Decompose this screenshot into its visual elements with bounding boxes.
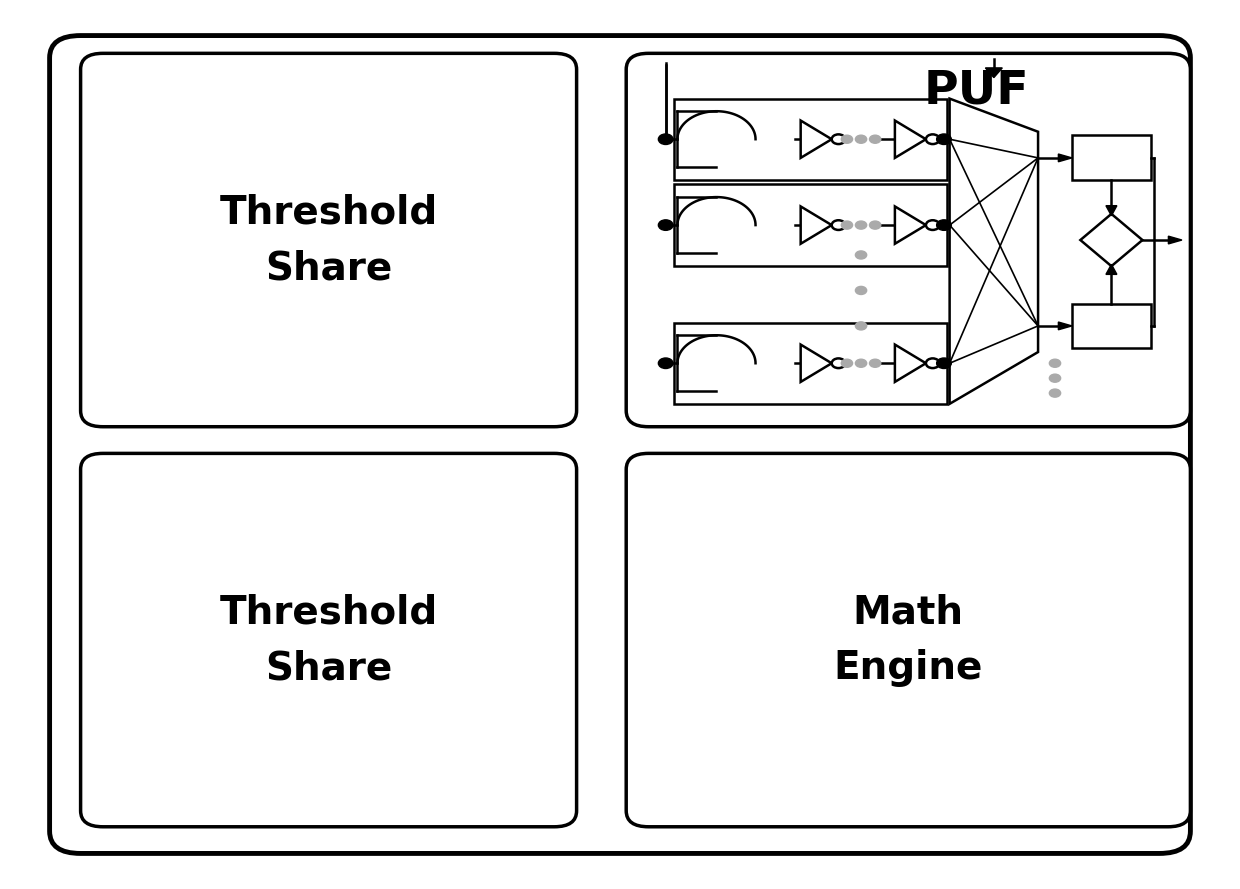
Circle shape	[658, 220, 673, 230]
Text: PUF: PUF	[924, 68, 1029, 113]
Polygon shape	[986, 68, 1002, 77]
Polygon shape	[1106, 264, 1117, 275]
Circle shape	[856, 359, 867, 367]
Text: Threshold
Share: Threshold Share	[219, 593, 438, 687]
Circle shape	[856, 286, 867, 294]
Bar	[675, 185, 947, 266]
Circle shape	[832, 358, 846, 368]
Polygon shape	[1106, 205, 1117, 216]
Polygon shape	[801, 345, 832, 382]
Bar	[1071, 303, 1151, 348]
Polygon shape	[801, 121, 832, 158]
Circle shape	[841, 221, 853, 229]
Circle shape	[1049, 374, 1060, 382]
Bar	[675, 323, 947, 404]
Circle shape	[1049, 389, 1060, 397]
Bar	[1071, 135, 1151, 180]
Circle shape	[856, 221, 867, 229]
Circle shape	[658, 134, 673, 145]
Circle shape	[856, 251, 867, 259]
Circle shape	[856, 322, 867, 330]
Circle shape	[936, 220, 951, 230]
Circle shape	[832, 220, 846, 230]
Circle shape	[869, 135, 880, 143]
Circle shape	[841, 359, 853, 367]
FancyBboxPatch shape	[81, 53, 577, 427]
Polygon shape	[801, 206, 832, 244]
Circle shape	[936, 358, 951, 369]
Text: Math
Engine: Math Engine	[833, 593, 983, 687]
Circle shape	[926, 134, 940, 144]
Bar	[675, 99, 947, 180]
Circle shape	[856, 135, 867, 143]
Polygon shape	[895, 345, 926, 382]
Circle shape	[841, 135, 853, 143]
Circle shape	[869, 359, 880, 367]
Circle shape	[926, 220, 940, 230]
Circle shape	[658, 358, 673, 369]
Polygon shape	[1059, 154, 1071, 162]
Text: Threshold
Share: Threshold Share	[219, 193, 438, 287]
Polygon shape	[895, 121, 926, 158]
FancyBboxPatch shape	[50, 36, 1190, 853]
Polygon shape	[895, 206, 926, 244]
Circle shape	[926, 358, 940, 368]
Polygon shape	[1059, 322, 1071, 330]
Circle shape	[869, 221, 880, 229]
Polygon shape	[1168, 236, 1182, 244]
FancyBboxPatch shape	[626, 453, 1190, 827]
FancyBboxPatch shape	[81, 453, 577, 827]
Polygon shape	[1080, 214, 1142, 266]
FancyBboxPatch shape	[626, 53, 1190, 427]
Circle shape	[1049, 359, 1060, 367]
Circle shape	[936, 134, 951, 145]
Circle shape	[832, 134, 846, 144]
